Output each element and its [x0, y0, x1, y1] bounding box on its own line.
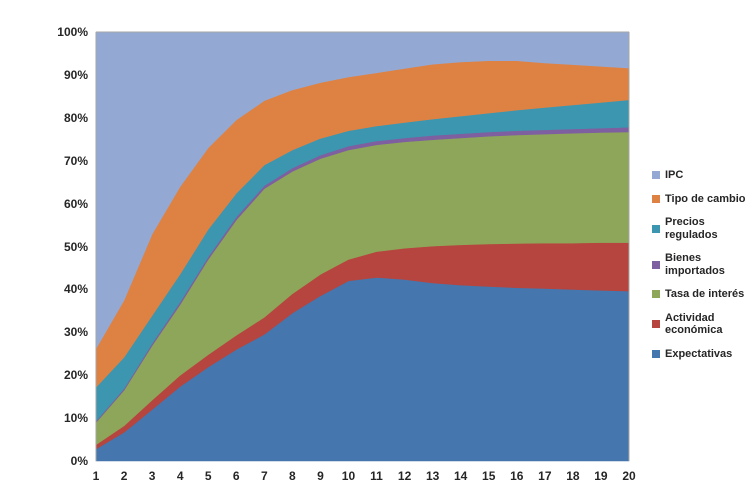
y-tick-label: 100%: [57, 25, 88, 39]
y-tick-label: 70%: [63, 153, 88, 168]
legend-item-precios-regulados: Precios regulados: [652, 216, 752, 241]
x-tick-label: 3: [148, 469, 156, 483]
x-tick-label: 9: [317, 469, 324, 483]
chart-legend: IPC Tipo de cambio Precios regulados Bienes…: [652, 169, 752, 360]
legend-item-tipo-de-cambio: Tipo de cambio: [652, 193, 752, 206]
legend-label: Tipo de cambio: [665, 192, 746, 205]
legend-swatch-icon: [652, 224, 660, 233]
x-tick-label: 6: [232, 469, 240, 483]
legend-label: Tasa de interés: [665, 288, 745, 300]
legend-item-actividad-econ-mica: Actividad económica: [652, 312, 752, 337]
y-tick-label: 10%: [63, 411, 88, 426]
legend-swatch-icon: [652, 349, 660, 358]
legend-label: Expectativas: [665, 347, 733, 360]
x-tick-label: 11: [370, 469, 383, 483]
x-tick-label: 12: [397, 469, 412, 483]
y-tick-label: 20%: [63, 368, 88, 383]
legend-item-expectativas: Expectativas: [652, 348, 752, 361]
y-tick-label: 90%: [63, 67, 88, 82]
y-tick-label: 30%: [63, 325, 88, 340]
y-tick-label: 50%: [63, 239, 88, 254]
x-tick-label: 1: [92, 469, 100, 483]
legend-label: IPC: [665, 169, 684, 181]
x-tick-label: 5: [204, 469, 212, 483]
x-tick-label: 16: [510, 469, 524, 483]
x-tick-label: 19: [594, 469, 608, 483]
legend-swatch-icon: [652, 171, 660, 180]
legend-label: Bienes importados: [665, 252, 725, 277]
x-tick-label: 8: [289, 469, 296, 483]
x-tick-label: 2: [120, 469, 128, 483]
x-tick-label: 17: [538, 469, 552, 483]
legend-swatch-icon: [652, 194, 660, 203]
x-tick-label: 14: [453, 469, 468, 483]
x-tick-label: 15: [482, 469, 496, 483]
x-tick-label: 18: [566, 469, 580, 483]
y-tick-label: 60%: [63, 196, 88, 211]
x-tick-label: 10: [341, 469, 356, 483]
x-tick-label: 20: [622, 469, 636, 483]
legend-swatch-icon: [652, 290, 660, 299]
legend-swatch-icon: [652, 260, 660, 269]
legend-item-ipc: IPC: [652, 169, 752, 182]
legend-swatch-icon: [652, 320, 660, 328]
x-tick-label: 13: [425, 469, 440, 483]
x-tick-label: 7: [260, 469, 268, 483]
legend-label: Actividad económica: [665, 311, 723, 337]
y-tick-label: 40%: [63, 282, 88, 297]
y-tick-label: 80%: [63, 110, 88, 125]
legend-item-bienes-importados: Bienes importados: [652, 252, 752, 277]
legend-label: Precios regulados: [665, 216, 718, 241]
legend-item-tasa-de-inter-s: Tasa de interés: [652, 288, 752, 301]
x-tick-label: 4: [176, 469, 184, 483]
y-tick-label: 0%: [70, 454, 88, 468]
